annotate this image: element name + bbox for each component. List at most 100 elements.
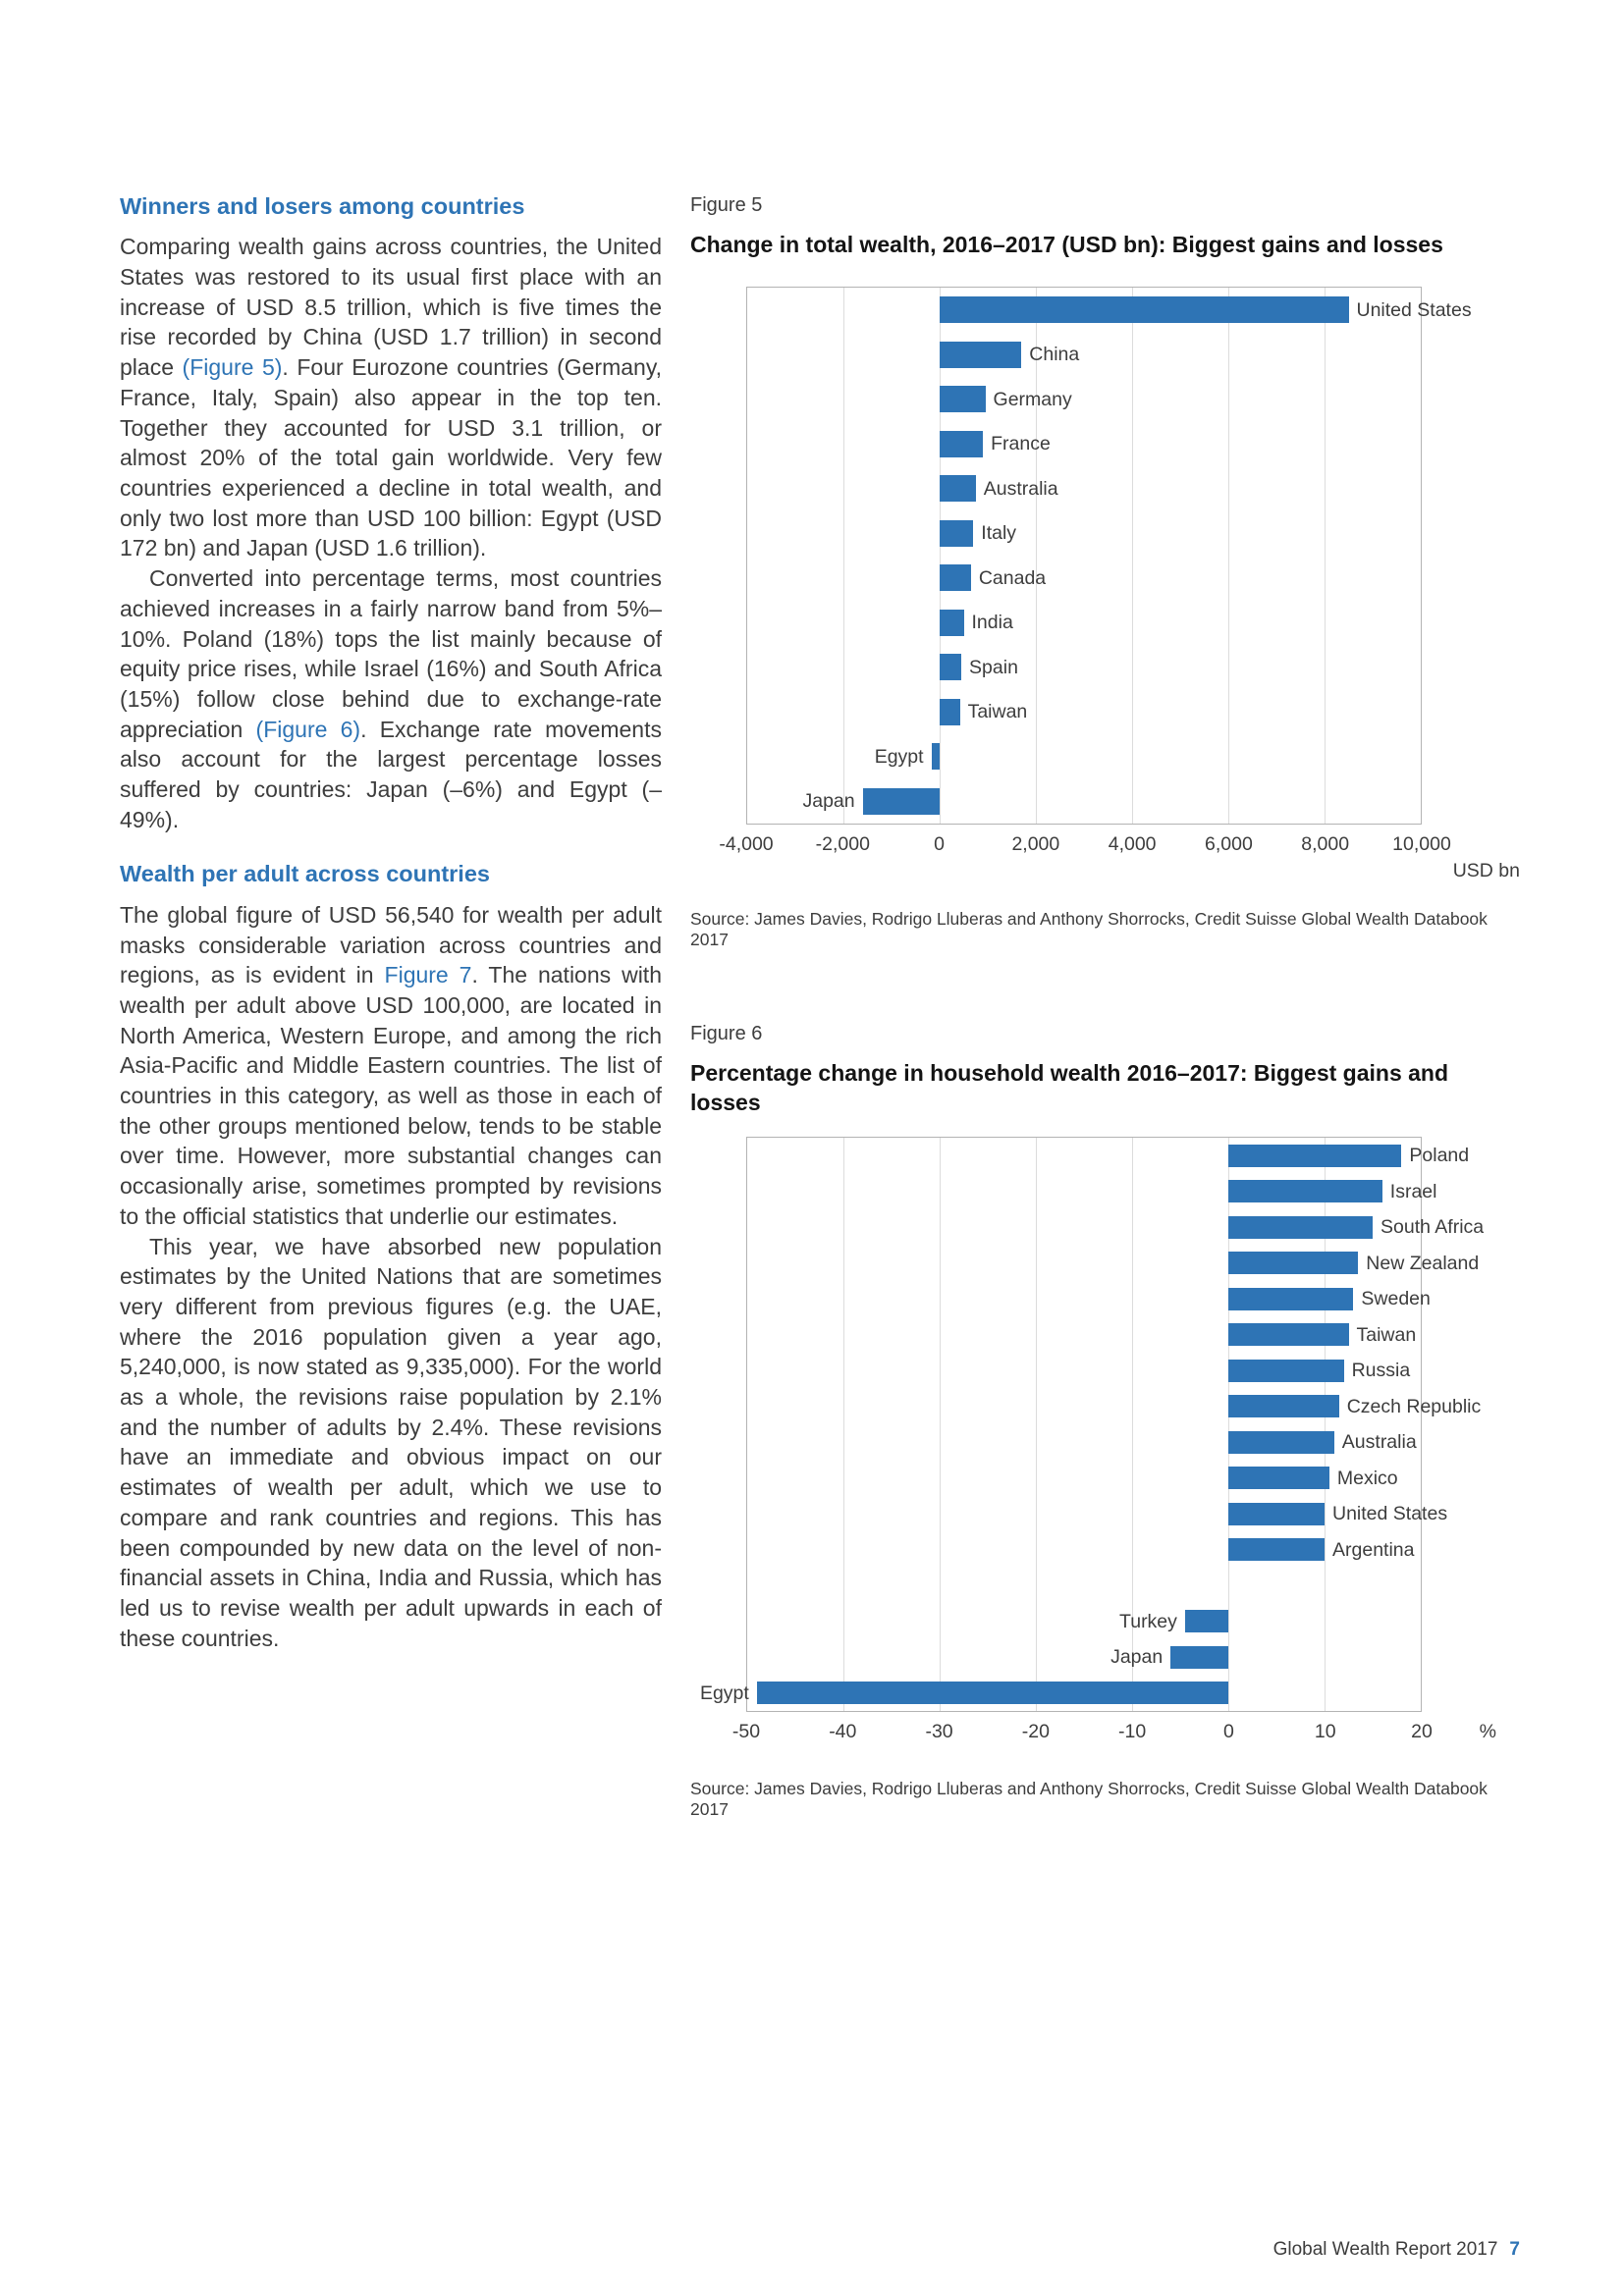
gridline (1228, 288, 1229, 824)
bar-australia (1228, 1430, 1334, 1454)
paragraph: The global figure of USD 56,540 for weal… (120, 900, 662, 1232)
figure-6: Figure 6 Percentage change in household … (690, 1021, 1520, 1820)
bar-label-japan: Japan (1110, 1646, 1164, 1669)
bar-label-argentina: Argentina (1332, 1538, 1415, 1561)
bar-label-united-states: United States (1332, 1503, 1448, 1525)
section-heading-winners-and-losers: Winners and losers among countries (120, 193, 525, 219)
gridline (843, 288, 844, 824)
bar-new-zealand (1228, 1252, 1359, 1275)
section-heading-wealth-per-adult: Wealth per adult across countries (120, 861, 490, 887)
bar-argentina (1228, 1538, 1325, 1562)
footer-report-title: Global Wealth Report 2017 (1272, 2239, 1498, 2260)
bar-south-africa (1228, 1215, 1373, 1239)
gridline (1325, 1138, 1326, 1711)
text-run: The global figure of USD 56,540 for weal… (120, 901, 662, 988)
bar-sweden (1228, 1287, 1354, 1310)
x-tick-label: 10,000 (1392, 833, 1451, 855)
bar-label-spain: Spain (969, 656, 1018, 678)
bar-label-taiwan: Taiwan (1356, 1323, 1417, 1346)
text-run: . Exchange rate movements also account f… (120, 716, 662, 832)
x-tick-label: 4,000 (1108, 833, 1157, 855)
x-tick-label: -10 (1118, 1721, 1147, 1742)
bar-spain (940, 654, 962, 681)
bar-czech-republic (1228, 1395, 1339, 1418)
x-tick-label: -40 (829, 1721, 857, 1742)
bar-label-taiwan: Taiwan (967, 701, 1028, 723)
figure-column: Figure 5 Change in total wealth, 2016–20… (690, 192, 1520, 1861)
figure-source: Source: James Davies, Rodrigo Lluberas a… (690, 1779, 1488, 1819)
axis-unit-label: USD bn (1452, 860, 1520, 881)
page-footer: Global Wealth Report 2017 7 (1273, 2239, 1520, 2261)
bar-label-india: India (971, 612, 1013, 634)
bar-india (940, 609, 964, 636)
bar-australia (940, 475, 976, 503)
bar-taiwan (940, 698, 960, 725)
bar-label-france: France (991, 433, 1051, 455)
x-tick-label: 6,000 (1205, 833, 1253, 855)
x-tick-label: 0 (1222, 1721, 1234, 1742)
bar-egypt (931, 743, 940, 771)
paragraph: This year, we have absorbed new populati… (120, 1232, 662, 1654)
bar-germany (940, 386, 986, 413)
paragraph: Comparing wealth gains across countries,… (120, 232, 662, 563)
bar-label-mexico: Mexico (1336, 1467, 1398, 1489)
bar-italy (940, 519, 974, 547)
gridline (1132, 1138, 1133, 1711)
bar-poland (1228, 1144, 1402, 1167)
x-tick-label: -20 (1021, 1721, 1050, 1742)
bar-japan (862, 787, 940, 815)
bar-label-russia: Russia (1351, 1360, 1411, 1382)
bar-taiwan (1228, 1323, 1349, 1347)
figure-5: Figure 5 Change in total wealth, 2016–20… (690, 192, 1520, 950)
bar-label-canada: Canada (978, 566, 1047, 589)
chart-plot: Poland Israel South Africa New Zealand Swede… (700, 1137, 1484, 1712)
figure-label: Figure 5 (690, 194, 763, 216)
x-tick-label: -2,000 (815, 833, 870, 855)
figure-title: Percentage change in household wealth 20… (690, 1060, 1449, 1115)
bar-egypt (756, 1682, 1228, 1705)
text-run: This year, we have absorbed new populati… (120, 1233, 662, 1651)
x-tick-label: 0 (934, 833, 945, 855)
footer-page-number: 7 (1509, 2239, 1520, 2260)
bar-label-japan: Japan (802, 790, 855, 813)
bar-label-czech-republic: Czech Republic (1346, 1395, 1482, 1417)
text-run: Comparing wealth gains across countries,… (120, 234, 662, 381)
figure-6-link[interactable]: (Figure 6) (255, 716, 361, 742)
bar-label-new-zealand: New Zealand (1366, 1252, 1480, 1274)
gridline (1228, 1138, 1229, 1711)
gridline (940, 288, 941, 824)
gridline (1036, 288, 1037, 824)
figure-title: Change in total wealth, 2016–2017 (USD b… (690, 232, 1443, 257)
paragraph: Converted into percentage terms, most co… (120, 563, 662, 834)
x-axis: % -50 -40 -30 -20 -10 0 10 20 (732, 1712, 1496, 1743)
bar-label-south-africa: South Africa (1380, 1216, 1485, 1239)
bar-israel (1228, 1180, 1382, 1203)
chart-plot: United States China Germany France Australia… (746, 287, 1472, 825)
axis-unit-label: % (1479, 1721, 1496, 1742)
bar-label-egypt: Egypt (874, 745, 924, 768)
bar-label-israel: Israel (1389, 1180, 1437, 1202)
x-tick-label: -30 (925, 1721, 953, 1742)
bar-france (940, 430, 984, 457)
figure-source: Source: James Davies, Rodrigo Lluberas a… (690, 909, 1488, 949)
bar-label-sweden: Sweden (1361, 1288, 1431, 1310)
bar-label-poland: Poland (1409, 1145, 1470, 1167)
bar-canada (940, 564, 971, 592)
x-tick-label: 10 (1314, 1721, 1336, 1742)
gridline (1132, 288, 1133, 824)
text-run: Converted into percentage terms, most co… (120, 565, 662, 742)
gridline (1325, 288, 1326, 824)
x-tick-label: 2,000 (1011, 833, 1060, 855)
x-tick-label: 20 (1411, 1721, 1433, 1742)
x-tick-label: 8,000 (1301, 833, 1350, 855)
bar-label-turkey: Turkey (1119, 1610, 1177, 1632)
x-axis: -4,000 -2,000 0 2,000 4,000 6,000 8,000 10,000 (719, 825, 1450, 856)
text-run: . The nations with wealth per adult abov… (120, 962, 662, 1229)
bar-label-egypt: Egypt (699, 1682, 749, 1704)
figure-7-link[interactable]: Figure 7 (384, 962, 472, 988)
bar-label-australia: Australia (1341, 1431, 1417, 1454)
bar-label-china: China (1029, 344, 1080, 366)
gridline (1036, 1138, 1037, 1711)
figure-5-link[interactable]: (Figure 5) (182, 354, 283, 381)
